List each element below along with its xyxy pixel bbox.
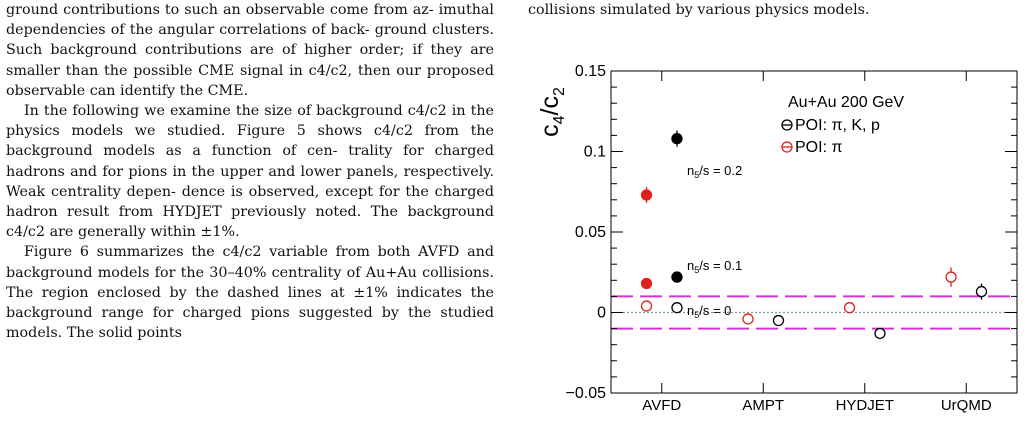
text-line: Au+Au collisions. The region enclosed by… [6, 264, 495, 301]
data-point [671, 132, 683, 145]
figure-column: collisions simulated by various physics … [528, 0, 1023, 20]
y-tick-label: −0.05 [566, 385, 607, 402]
data-point [671, 302, 683, 314]
text-line: Figure 6 summarizes the c4/c2 variable f… [24, 244, 460, 261]
text-line: pions suggested by the studied models. T… [6, 305, 495, 342]
data-point [742, 313, 754, 325]
figure-caption: collisions simulated by various physics … [528, 2, 870, 18]
text-line: In the following we examine the size of … [24, 103, 403, 120]
viscosity-annotation: n5/s = 0.2 [687, 163, 742, 180]
x-tick-label: HYDJET [836, 397, 894, 414]
text-line: imuthal dependencies of the angular corr… [6, 2, 494, 39]
text-line: dence is observed, except for the charge… [6, 183, 495, 221]
text-line: the CME. [179, 82, 249, 99]
x-tick-label: AMPT [742, 397, 784, 414]
y-axis-label: c4/c2 [536, 87, 568, 137]
text-line: from HYDJET previously noted. The backgr… [6, 204, 494, 241]
paragraph-2: In the following we examine the size of … [6, 101, 494, 242]
data-point [640, 277, 653, 290]
text-line: ground contributions to such an observab… [6, 2, 434, 18]
paragraph-1: ground contributions to such an observab… [6, 0, 494, 101]
data-point [843, 302, 856, 314]
legend-entry-label: POI: π [795, 139, 843, 156]
y-tick-label: 0 [597, 305, 606, 322]
y-tick-label: 0.1 [584, 144, 606, 161]
text-line: are generally within ±1%. [49, 224, 240, 241]
text-line: trality for charged hadrons and for pion… [6, 143, 494, 180]
legend-entry-label: POI: π, K, p [795, 117, 880, 134]
x-tick-label: UrQMD [941, 397, 992, 414]
data-point [640, 300, 653, 312]
y-tick-label: 0.15 [575, 63, 606, 80]
data-point [975, 285, 988, 298]
y-tick-label: 0.05 [575, 224, 606, 241]
x-tick-label: AVFD [642, 397, 681, 414]
data-point [945, 271, 957, 283]
text-line: signal in c4/c2, then our proposed obser… [6, 62, 495, 99]
data-point [874, 327, 886, 340]
body-text-column: ground contributions to such an observab… [6, 0, 494, 343]
text-line: c4/c2 in the physics models we studied. … [6, 103, 495, 140]
paragraph-3: Figure 6 summarizes the c4/c2 variable f… [6, 242, 494, 343]
data-point [772, 314, 785, 327]
text-line: c4/c2 from the background models as a fu… [6, 123, 494, 160]
text-line: ground clusters. Such background contrib… [6, 22, 494, 59]
viscosity-annotation: n5/s = 0 [687, 303, 731, 320]
data-point [640, 189, 653, 201]
text-line: higher order; if they are smaller than t… [6, 42, 495, 79]
viscosity-annotation: n5/s = 0.1 [687, 258, 742, 275]
text-line: lines at ±1% indicates the background ra… [6, 284, 494, 322]
text-line: and lower panels, respectively. Weak cen… [6, 163, 495, 200]
text-line: and background models for the 30–40% cen… [6, 244, 494, 281]
data-point [671, 271, 683, 283]
legend-title: Au+Au 200 GeV [788, 94, 904, 111]
